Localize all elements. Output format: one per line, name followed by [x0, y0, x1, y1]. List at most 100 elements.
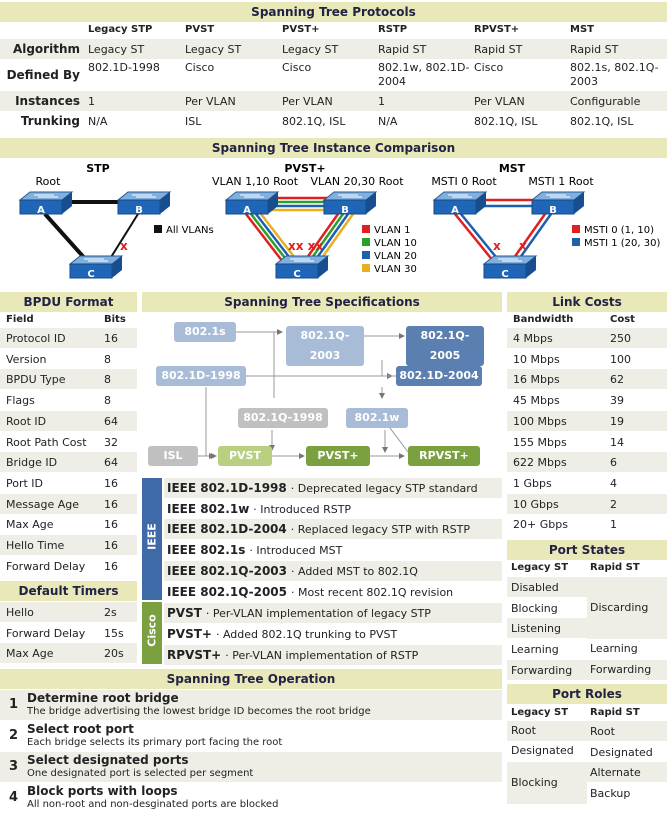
costs-bandwidth: 10 Mbps	[513, 352, 560, 366]
bpdu-row-bg	[0, 348, 137, 369]
proto-cell: Cisco	[185, 61, 215, 74]
costs-value: 14	[610, 435, 624, 449]
proto-row-label: Trunking	[20, 114, 80, 128]
spec-item-desc: · Replaced legacy STP with RSTP	[290, 523, 470, 537]
spec-box-8021q-2005: 802.1Q-2005	[406, 326, 484, 366]
costs-value: 62	[610, 373, 624, 387]
bpdu-field: Root ID	[6, 414, 47, 428]
stp-block-mark: x	[120, 239, 128, 253]
spec-box-pvst: PVST	[218, 446, 272, 466]
spec-item-name: IEEE 802.1D-2004	[167, 522, 287, 537]
ieee-side-label: IEEE	[142, 478, 162, 600]
costs-bandwidth: 100 Mbps	[513, 414, 567, 428]
op-step-title: Block ports with loops	[27, 784, 178, 798]
bpdu-bits: 16	[104, 518, 118, 532]
proto-cell: Per VLAN	[185, 95, 236, 108]
spec-item-desc: · Per-VLAN implementation of RSTP	[225, 648, 419, 662]
states-rapid: Discarding	[590, 601, 649, 614]
proto-row-bg	[0, 39, 667, 59]
spec-item: PVST+ · Added 802.1Q trunking to PVST	[164, 623, 502, 644]
proto-cell: Rapid ST	[474, 43, 523, 56]
op-header: Spanning Tree Operation	[0, 669, 502, 689]
bpdu-field: Message Age	[6, 497, 79, 511]
protocols-header: Spanning Tree Protocols	[0, 2, 667, 22]
op-step-bg	[0, 721, 502, 751]
pvst-block-marks: xx xx	[288, 239, 323, 253]
costs-row-bg	[507, 410, 667, 431]
bpdu-row-bg	[0, 514, 137, 535]
pvst-links	[245, 196, 355, 263]
bpdu-header: BPDU Format	[0, 292, 137, 312]
mst-root1-label: MSTI 0 Root	[431, 175, 497, 188]
roles-rapid: Designated	[590, 745, 653, 759]
bpdu-field: Port ID	[6, 476, 44, 490]
sw-label: A	[243, 205, 251, 216]
spec-item: IEEE 802.1w · Introduced RSTP	[164, 498, 502, 519]
mst-legend-label: MSTI 1 (20, 30)	[584, 238, 660, 249]
stp-legend-swatch	[154, 225, 162, 233]
bpdu-field: Version	[6, 352, 47, 366]
pvst-switch-a	[225, 191, 279, 215]
timer-value: 20s	[104, 647, 124, 661]
ieee-label: IEEE	[145, 523, 159, 550]
bpdu-row-bg	[0, 390, 137, 411]
roles-legacy: Blocking	[511, 776, 558, 789]
pvst-legend-label: VLAN 1	[374, 225, 411, 236]
spec-item: IEEE 802.1Q-2005 · Most recent 802.1Q rev…	[164, 581, 502, 602]
timer-name: Hello	[6, 606, 34, 619]
costs-row-bg	[507, 328, 667, 348]
op-step-title: Determine root bridge	[27, 691, 179, 705]
spec-box-8021d-1998: 802.1D-1998	[156, 366, 246, 386]
costs-col-bandwidth: Bandwidth	[513, 314, 574, 325]
pvst-legend-label: VLAN 20	[374, 251, 417, 262]
cisco-label: Cisco	[145, 614, 159, 647]
costs-bandwidth: 155 Mbps	[513, 435, 567, 449]
proto-row-label: Algorithm	[12, 42, 80, 56]
bpdu-bits: 16	[104, 476, 118, 490]
roles-right-bg	[587, 783, 667, 804]
proto-row-bg	[0, 91, 667, 111]
proto-row-bg	[0, 59, 667, 91]
costs-bandwidth: 20+ Gbps	[513, 518, 568, 532]
legend-swatch	[362, 225, 370, 233]
costs-header: Link Costs	[507, 292, 667, 312]
proto-cell: Legacy ST	[185, 43, 242, 56]
timer-row-bg	[0, 622, 137, 643]
spec-item-desc: · Introduced MST	[249, 544, 343, 558]
proto-cell: Rapid ST	[378, 43, 427, 56]
sw-label: C	[87, 269, 94, 280]
bpdu-bits: 16	[104, 559, 118, 573]
spec-item-name: IEEE 802.1s	[167, 543, 246, 558]
proto-cell: 802.1Q, ISL	[474, 115, 538, 128]
op-step-desc: One designated port is selected per segm…	[27, 768, 254, 779]
states-left-bg	[507, 577, 587, 597]
states-col-legacy: Legacy ST	[511, 562, 569, 573]
bpdu-row-bg	[0, 328, 137, 348]
states-legacy: Blocking	[511, 601, 558, 615]
mst-block-mark: x	[493, 239, 501, 253]
spec-item-name: PVST	[167, 606, 202, 621]
proto-col-header: MST	[570, 24, 594, 35]
pvst-legend-label: VLAN 10	[374, 238, 417, 249]
spec-item: IEEE 802.1D-1998 · Deprecated legacy STP …	[164, 478, 502, 498]
spec-item-name: PVST+	[167, 626, 212, 641]
proto-row-label: Instances	[15, 94, 80, 108]
stp-title: STP	[86, 162, 110, 175]
costs-bandwidth: 10 Gbps	[513, 497, 559, 511]
roles-rapid: Backup	[590, 787, 631, 801]
spec-arrows	[198, 329, 423, 459]
spec-item-desc: · Deprecated legacy STP standard	[290, 482, 478, 495]
bpdu-row-bg	[0, 493, 137, 514]
sw-label: C	[501, 269, 508, 280]
stp-link-bc	[107, 213, 139, 263]
bpdu-field: Max Age	[6, 518, 54, 532]
costs-value: 2	[610, 497, 617, 511]
stp-switch-c	[69, 255, 123, 279]
roles-legacy: Root	[511, 724, 536, 737]
proto-cell: N/A	[378, 115, 398, 128]
bpdu-col-field: Field	[6, 314, 34, 325]
spec-header: Spanning Tree Specifications	[142, 292, 502, 312]
costs-row-bg	[507, 369, 667, 390]
proto-cell: 802.1D-1998	[88, 61, 160, 74]
spec-box-8021q-2003: 802.1Q-2003	[286, 326, 364, 366]
